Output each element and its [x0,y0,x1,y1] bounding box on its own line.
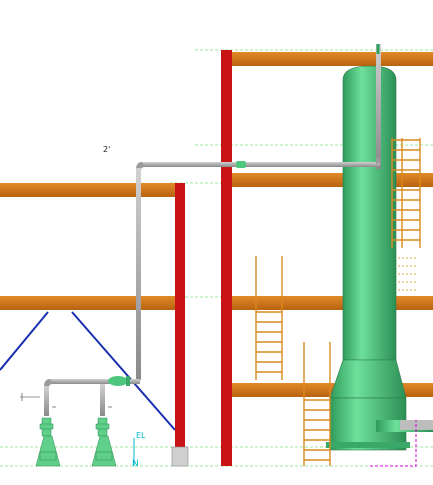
dimension-box [370,420,417,467]
ladder-upper[interactable] [391,138,421,248]
overhead-pipe-run[interactable] [136,158,381,380]
pump-nozzles [20,393,112,408]
equipment-tag-label: EL [136,431,146,440]
pipe-valve[interactable] [236,161,246,168]
beam-left-upper [0,183,177,197]
pipe-size-label: 2' [103,145,110,154]
north-label: N [132,459,139,469]
beam-right-upper [232,173,433,187]
column-left [175,183,185,448]
ladder-middle[interactable] [255,256,283,380]
ladder-lower[interactable] [303,342,331,466]
column-right [221,50,232,466]
steel-braces [0,311,176,431]
ladder-cage [398,257,418,291]
pump-right[interactable] [91,417,117,467]
reducer-fitting [108,376,128,386]
beam-left-middle [0,296,178,310]
column-base-plate [171,446,189,467]
pipe-flange [126,376,130,386]
beam-right-top [232,52,433,66]
beam-right-middle [232,296,433,310]
pump-left[interactable] [35,417,61,467]
vessel-vent-pipe [376,44,381,169]
pump-suction-header[interactable] [44,379,140,416]
